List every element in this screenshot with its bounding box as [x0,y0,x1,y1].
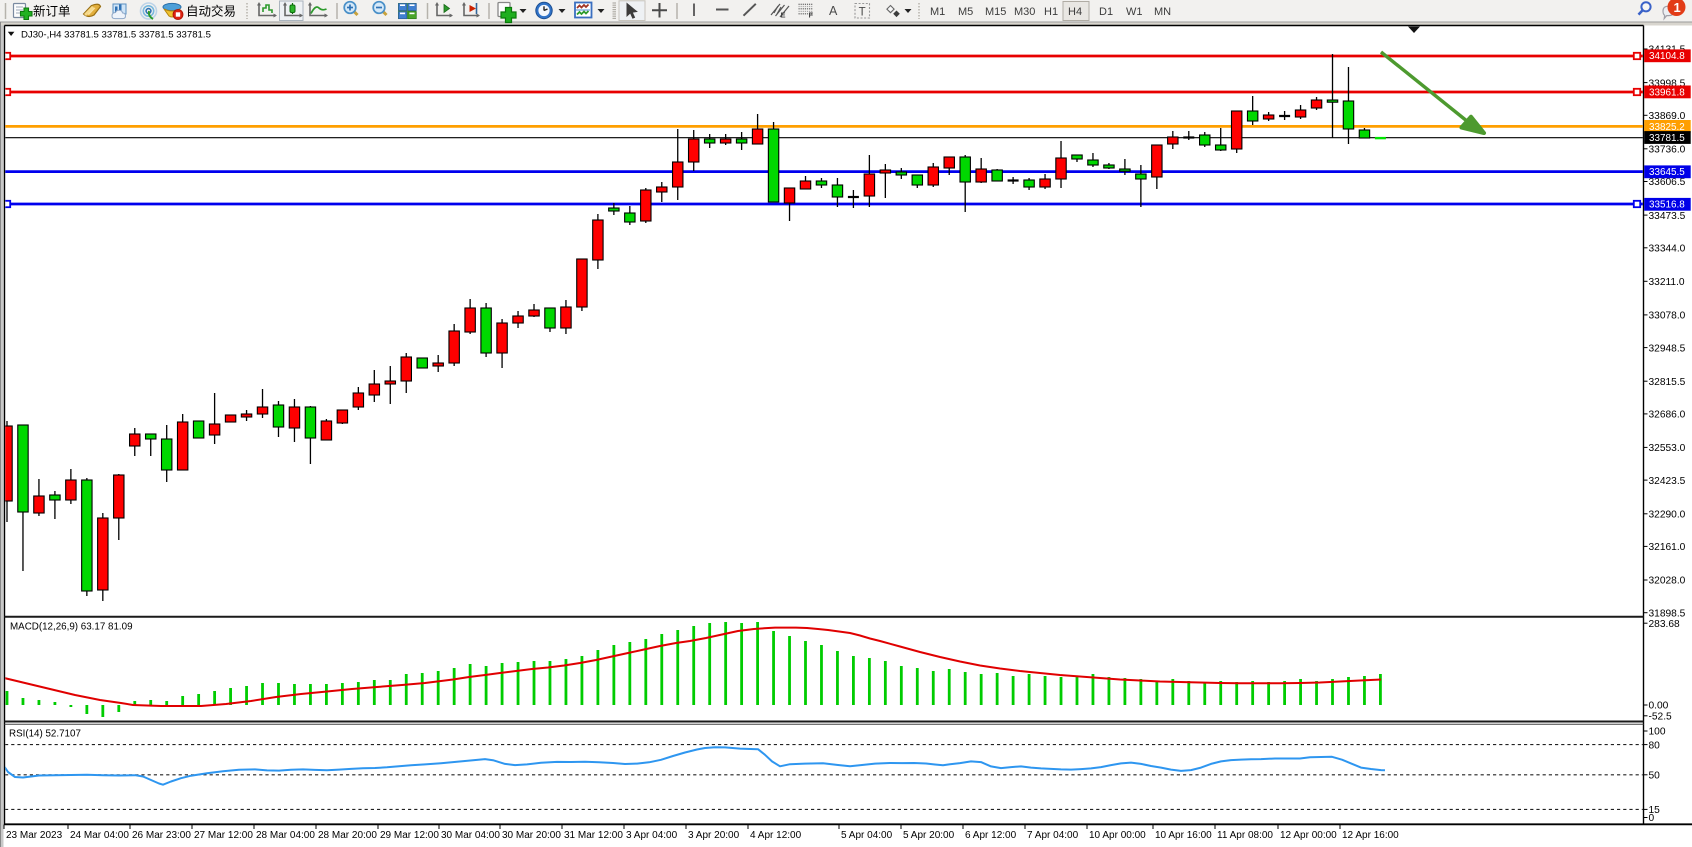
svg-text:D1: D1 [1099,6,1113,18]
svg-text:33344.0: 33344.0 [1649,244,1686,255]
svg-text:MACD(12,26,9) 63.17 81.09: MACD(12,26,9) 63.17 81.09 [10,622,133,633]
svg-text:50: 50 [1649,771,1661,782]
svg-text:33473.5: 33473.5 [1649,211,1686,222]
svg-text:31 Mar 12:00: 31 Mar 12:00 [564,830,623,841]
svg-text:100: 100 [1649,727,1666,738]
svg-text:30 Mar 04:00: 30 Mar 04:00 [441,830,500,841]
svg-text:12 Apr 00:00: 12 Apr 00:00 [1280,830,1337,841]
svg-text:自动交易: 自动交易 [186,4,236,19]
svg-text:32290.0: 32290.0 [1649,510,1686,521]
svg-text:M30: M30 [1014,6,1035,18]
svg-text:11 Apr 08:00: 11 Apr 08:00 [1217,830,1273,841]
svg-text:A: A [829,4,838,18]
svg-text:M1: M1 [930,6,945,18]
svg-text:33825.2: 33825.2 [1649,122,1685,133]
svg-text:28 Mar 20:00: 28 Mar 20:00 [318,830,377,841]
svg-text:24 Mar 04:00: 24 Mar 04:00 [70,830,129,841]
svg-text:10 Apr 00:00: 10 Apr 00:00 [1089,830,1146,841]
svg-text:E: E [781,11,786,20]
svg-text:283.68: 283.68 [1649,619,1680,630]
svg-text:RSI(14) 52.7107: RSI(14) 52.7107 [9,729,81,740]
svg-text:33781.5: 33781.5 [1649,133,1685,144]
svg-text:33869.0: 33869.0 [1649,111,1686,122]
svg-text:30 Mar 20:00: 30 Mar 20:00 [502,830,561,841]
svg-text:34104.8: 34104.8 [1649,51,1685,62]
svg-text:23 Mar 2023: 23 Mar 2023 [6,830,63,841]
svg-text:33998.5: 33998.5 [1649,78,1686,89]
svg-text:80: 80 [1649,740,1661,751]
svg-text:F: F [809,11,814,20]
svg-text:DJ30-,H4 33781.5 33781.5 3378: DJ30-,H4 33781.5 33781.5 33781.5 33781.5 [21,29,211,40]
svg-text:32686.0: 32686.0 [1649,410,1686,421]
svg-text:T: T [859,6,866,18]
svg-text:32553.0: 32553.0 [1649,443,1686,454]
svg-text:M5: M5 [958,6,973,18]
svg-text:26 Mar 23:00: 26 Mar 23:00 [132,830,191,841]
svg-text:W1: W1 [1126,6,1143,18]
svg-text:33645.5: 33645.5 [1649,167,1685,178]
svg-text:MN: MN [1154,6,1171,18]
svg-text:M15: M15 [985,6,1006,18]
svg-text:新订单: 新订单 [33,4,71,19]
svg-text:H1: H1 [1044,6,1058,18]
svg-text:3 Apr 20:00: 3 Apr 20:00 [688,830,740,841]
svg-text:28 Mar 04:00: 28 Mar 04:00 [256,830,315,841]
svg-text:-52.5: -52.5 [1649,712,1673,723]
svg-text:32815.5: 32815.5 [1649,377,1686,388]
svg-text:12 Apr 16:00: 12 Apr 16:00 [1342,830,1399,841]
svg-text:33516.8: 33516.8 [1649,200,1685,211]
svg-text:29 Mar 12:00: 29 Mar 12:00 [380,830,439,841]
svg-text:0: 0 [1649,813,1655,824]
svg-text:1: 1 [1674,0,1681,15]
svg-text:32028.0: 32028.0 [1649,576,1686,587]
svg-text:5 Apr 04:00: 5 Apr 04:00 [841,830,893,841]
svg-text:32161.0: 32161.0 [1649,542,1686,553]
svg-text:4 Apr 12:00: 4 Apr 12:00 [750,830,802,841]
svg-text:3 Apr 04:00: 3 Apr 04:00 [626,830,678,841]
svg-text:32423.5: 32423.5 [1649,476,1686,487]
svg-text:33736.0: 33736.0 [1649,145,1686,156]
svg-text:7 Apr 04:00: 7 Apr 04:00 [1027,830,1079,841]
svg-text:10 Apr 16:00: 10 Apr 16:00 [1155,830,1212,841]
svg-text:5 Apr 20:00: 5 Apr 20:00 [903,830,955,841]
svg-text:32948.5: 32948.5 [1649,343,1686,354]
svg-text:33078.0: 33078.0 [1649,311,1686,322]
svg-text:0.00: 0.00 [1649,701,1669,712]
svg-text:H4: H4 [1068,6,1082,18]
svg-text:15: 15 [1649,805,1661,816]
svg-text:6 Apr 12:00: 6 Apr 12:00 [965,830,1017,841]
svg-text:27 Mar 12:00: 27 Mar 12:00 [194,830,253,841]
svg-text:33606.5: 33606.5 [1649,177,1686,188]
svg-text:33211.0: 33211.0 [1649,277,1685,288]
svg-text:33961.8: 33961.8 [1649,87,1685,98]
svg-text:31898.5: 31898.5 [1649,608,1686,619]
